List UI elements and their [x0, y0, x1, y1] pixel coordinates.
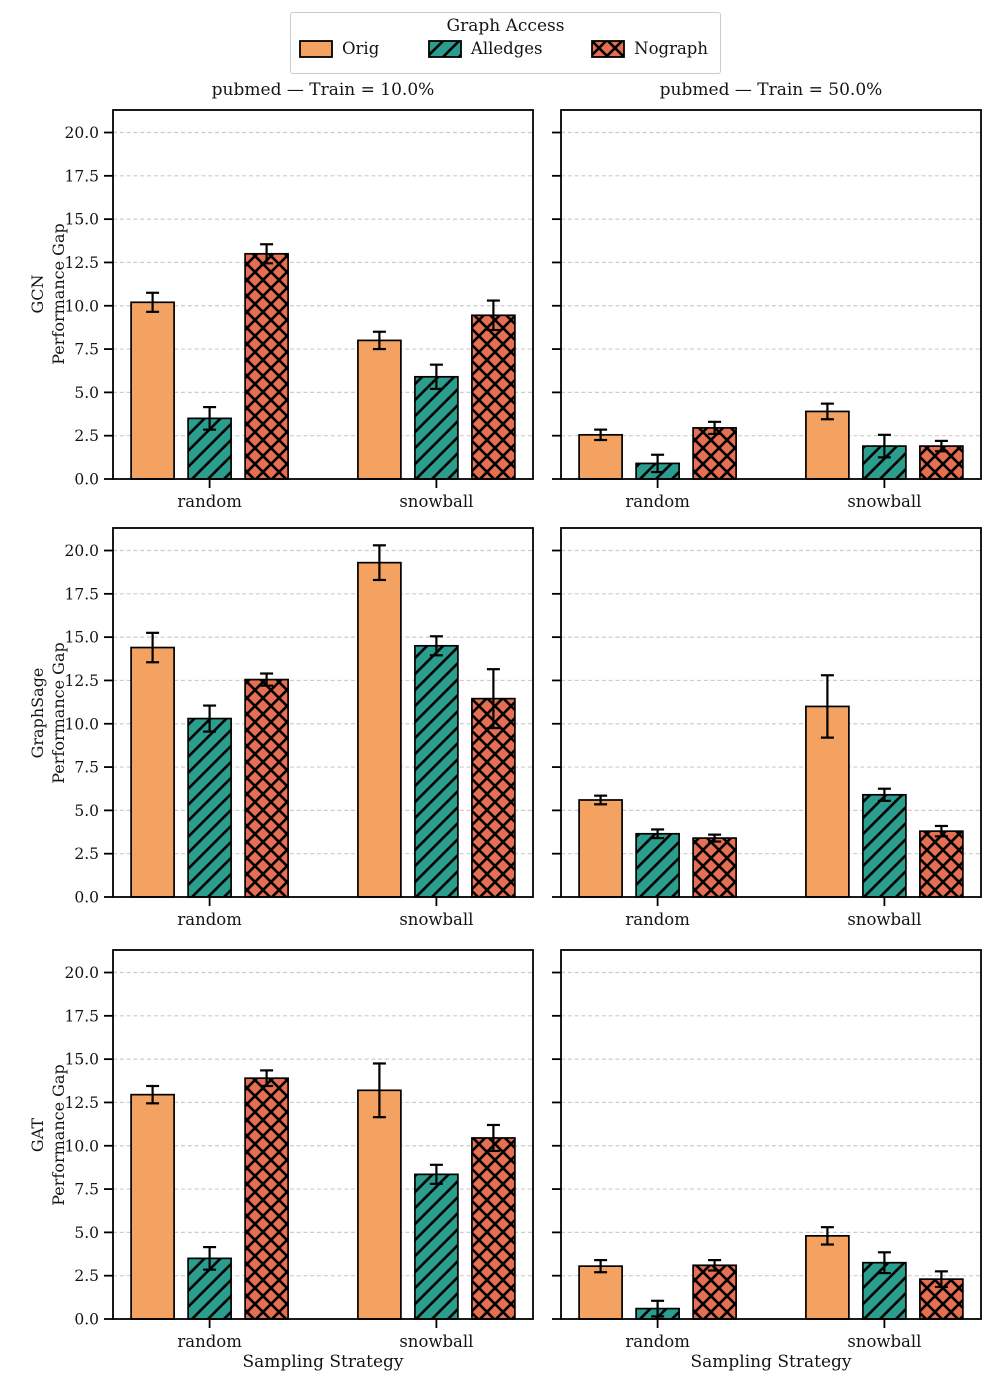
- y-tick-label: 5.0: [74, 1224, 99, 1242]
- bar-hatch-nograph-snowball: [471, 315, 515, 479]
- bar-hatch-nograph-snowball: [919, 831, 963, 897]
- bar-hatch-nograph-random: [693, 1265, 737, 1319]
- row-ylabel-gcn-line1: GCN: [27, 274, 47, 314]
- y-tick-label: 17.5: [64, 585, 99, 603]
- y-tick-label: 7.5: [74, 1181, 99, 1199]
- bar-orig-snowball: [805, 1235, 849, 1319]
- column-title-train50: pubmed — Train = 50.0%: [659, 80, 883, 100]
- legend-label-nograph: Nograph: [634, 39, 708, 58]
- row-ylabel-gat-line1: GAT: [27, 1117, 47, 1153]
- legend-item-orig: Orig: [299, 39, 379, 58]
- axes-spines: [112, 527, 534, 898]
- x-tick-label-snowball: snowball: [399, 1332, 473, 1351]
- x-tick-label-snowball: snowball: [847, 1332, 921, 1351]
- y-tick-label: 10.0: [64, 1137, 99, 1155]
- subplot-gat-train10: 0.0 2.5 5.0 7.5 10.0 12.5 15.0 17.5 20.0 random sn…: [64, 949, 534, 1351]
- x-tick-label-random: random: [177, 492, 242, 511]
- subplot-gat-train50: random snowball: [552, 949, 982, 1351]
- x-tick-label-random: random: [625, 910, 690, 929]
- x-tick-label-random: random: [177, 910, 242, 929]
- legend-swatch-nograph-icon: [591, 39, 626, 58]
- y-tick-label: 7.5: [74, 341, 99, 359]
- legend-label-orig: Orig: [342, 39, 380, 58]
- bar-hatch-alledges-random: [636, 833, 680, 897]
- y-tick-label: 12.5: [64, 254, 99, 272]
- x-tick-label-snowball: snowball: [399, 492, 473, 511]
- bar-orig-random: [579, 1266, 623, 1319]
- bar-hatch-nograph-random: [245, 253, 289, 479]
- axes-spines: [112, 949, 534, 1320]
- x-tick-label-snowball: snowball: [847, 492, 921, 511]
- axes-spines: [112, 109, 534, 480]
- bar-hatch-alledges-snowball: [414, 376, 458, 479]
- bar-orig-random: [579, 434, 623, 479]
- bar-hatch-nograph-random: [245, 679, 289, 897]
- y-tick-label: 15.0: [64, 629, 99, 647]
- bar-hatch-alledges-snowball: [862, 794, 906, 897]
- y-tick-label: 7.5: [74, 759, 99, 777]
- y-tick-label: 20.0: [64, 124, 99, 142]
- y-tick-label: 17.5: [64, 167, 99, 185]
- x-tick-label-random: random: [625, 492, 690, 511]
- legend-swatch-alledges-icon: [428, 39, 462, 58]
- legend-item-nograph: Nograph: [591, 39, 708, 58]
- subplot-graphsage-train10: 0.0 2.5 5.0 7.5 10.0 12.5 15.0 17.5 20.0 random sn…: [64, 527, 534, 929]
- y-tick-label: 5.0: [74, 384, 99, 402]
- x-tick-label-snowball: snowball: [847, 910, 921, 929]
- subplot-gcn-train50: random snowball: [552, 109, 982, 511]
- bar-orig-random: [131, 302, 175, 479]
- y-tick-label: 20.0: [64, 542, 99, 560]
- bar-hatch-nograph-snowball: [471, 1137, 515, 1319]
- y-tick-label: 17.5: [64, 1007, 99, 1025]
- axes-spines: [560, 109, 982, 480]
- y-tick-label: 15.0: [64, 211, 99, 229]
- y-tick-label: 10.0: [64, 297, 99, 315]
- axes-spines: [560, 949, 982, 1320]
- y-tick-label: 0.0: [74, 889, 99, 907]
- subplot-gcn-train10: 0.0 2.5 5.0 7.5 10.0 12.5 15.0 17.5 20.0 random sn…: [64, 109, 534, 511]
- row-ylabel-graphsage-line1: GraphSage: [27, 667, 47, 759]
- x-tick-label-random: random: [625, 1332, 690, 1351]
- bar-orig-random: [131, 1094, 175, 1319]
- y-tick-label: 5.0: [74, 802, 99, 820]
- bar-hatch-alledges-snowball: [414, 645, 458, 897]
- legend-item-alledges: Alledges: [428, 39, 543, 58]
- bar-hatch-nograph-snowball: [471, 698, 515, 897]
- y-tick-label: 2.5: [74, 427, 99, 445]
- y-tick-label: 15.0: [64, 1051, 99, 1069]
- legend: Graph Access Orig Alledges: [290, 12, 721, 74]
- bar-orig-snowball: [357, 1090, 401, 1319]
- bar-hatch-alledges-snowball: [414, 1174, 458, 1319]
- bar-orig-snowball: [357, 340, 401, 479]
- legend-label-alledges: Alledges: [470, 39, 543, 58]
- y-tick-label: 20.0: [64, 964, 99, 982]
- column-title-train10: pubmed — Train = 10.0%: [211, 80, 435, 100]
- bar-hatch-alledges-random: [188, 718, 232, 897]
- y-tick-label: 2.5: [74, 845, 99, 863]
- y-tick-label: 0.0: [74, 471, 99, 489]
- y-tick-label: 12.5: [64, 672, 99, 690]
- x-tick-label-random: random: [177, 1332, 242, 1351]
- y-tick-label: 10.0: [64, 715, 99, 733]
- y-tick-label: 2.5: [74, 1267, 99, 1285]
- bar-hatch-nograph-random: [245, 1078, 289, 1319]
- y-tick-label: 12.5: [64, 1094, 99, 1112]
- x-axis-label-right: Sampling Strategy: [690, 1352, 852, 1372]
- subplot-graphsage-train50: random snowball: [552, 527, 982, 929]
- y-tick-label: 0.0: [74, 1311, 99, 1329]
- bar-orig-random: [131, 647, 175, 897]
- legend-swatch-orig-icon: [299, 39, 333, 58]
- axes-spines: [560, 527, 982, 898]
- bar-orig-random: [579, 799, 623, 897]
- bar-hatch-nograph-random: [693, 838, 737, 897]
- bar-orig-snowball: [357, 562, 401, 897]
- legend-title: Graph Access: [446, 16, 565, 36]
- bar-hatch-nograph-random: [693, 427, 737, 479]
- x-tick-label-snowball: snowball: [399, 910, 473, 929]
- bar-orig-snowball: [805, 411, 849, 479]
- legend-items: Orig Alledges Nograph: [291, 36, 720, 58]
- x-axis-label-left: Sampling Strategy: [242, 1352, 404, 1372]
